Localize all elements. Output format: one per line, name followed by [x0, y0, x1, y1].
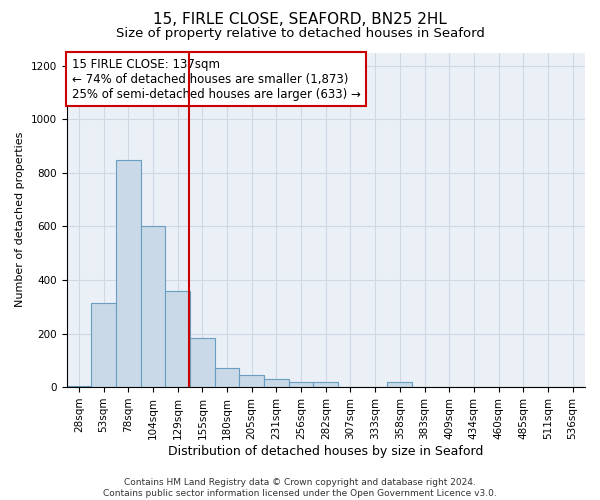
Text: Size of property relative to detached houses in Seaford: Size of property relative to detached ho…	[116, 28, 484, 40]
Text: Contains HM Land Registry data © Crown copyright and database right 2024.
Contai: Contains HM Land Registry data © Crown c…	[103, 478, 497, 498]
Bar	[140, 226, 165, 387]
Bar	[313, 382, 338, 387]
Bar	[264, 379, 289, 387]
Bar	[116, 160, 140, 387]
Bar	[91, 303, 116, 387]
Bar	[165, 290, 190, 387]
Bar	[289, 382, 313, 387]
Bar	[190, 338, 215, 387]
Bar	[239, 375, 264, 387]
Bar	[388, 382, 412, 387]
Y-axis label: Number of detached properties: Number of detached properties	[15, 132, 25, 308]
Text: 15 FIRLE CLOSE: 137sqm
← 74% of detached houses are smaller (1,873)
25% of semi-: 15 FIRLE CLOSE: 137sqm ← 74% of detached…	[72, 58, 361, 100]
X-axis label: Distribution of detached houses by size in Seaford: Distribution of detached houses by size …	[168, 444, 484, 458]
Bar	[67, 386, 91, 387]
Text: 15, FIRLE CLOSE, SEAFORD, BN25 2HL: 15, FIRLE CLOSE, SEAFORD, BN25 2HL	[153, 12, 447, 28]
Bar	[215, 368, 239, 387]
